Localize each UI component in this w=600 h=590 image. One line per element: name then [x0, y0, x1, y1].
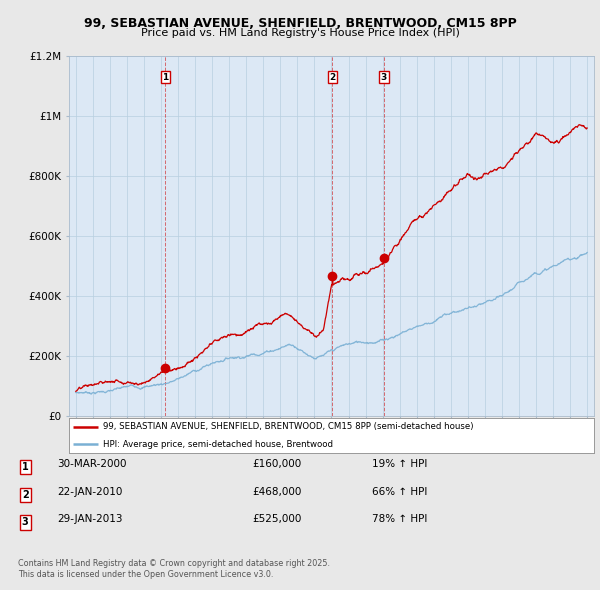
- Text: £468,000: £468,000: [252, 487, 301, 497]
- Text: 19% ↑ HPI: 19% ↑ HPI: [372, 459, 427, 469]
- Text: 66% ↑ HPI: 66% ↑ HPI: [372, 487, 427, 497]
- Text: 2: 2: [22, 490, 29, 500]
- Text: £525,000: £525,000: [252, 514, 301, 525]
- Text: 3: 3: [22, 517, 29, 527]
- Text: 2: 2: [329, 73, 335, 81]
- Text: Price paid vs. HM Land Registry's House Price Index (HPI): Price paid vs. HM Land Registry's House …: [140, 28, 460, 38]
- Text: £160,000: £160,000: [252, 459, 301, 469]
- Text: 29-JAN-2013: 29-JAN-2013: [57, 514, 122, 525]
- Text: 1: 1: [22, 462, 29, 472]
- Text: 99, SEBASTIAN AVENUE, SHENFIELD, BRENTWOOD, CM15 8PP (semi-detached house): 99, SEBASTIAN AVENUE, SHENFIELD, BRENTWO…: [103, 422, 473, 431]
- Text: HPI: Average price, semi-detached house, Brentwood: HPI: Average price, semi-detached house,…: [103, 440, 333, 449]
- Text: 99, SEBASTIAN AVENUE, SHENFIELD, BRENTWOOD, CM15 8PP: 99, SEBASTIAN AVENUE, SHENFIELD, BRENTWO…: [83, 17, 517, 30]
- Text: 30-MAR-2000: 30-MAR-2000: [57, 459, 127, 469]
- Text: 1: 1: [162, 73, 169, 81]
- Text: 3: 3: [381, 73, 387, 81]
- Text: Contains HM Land Registry data © Crown copyright and database right 2025.
This d: Contains HM Land Registry data © Crown c…: [18, 559, 330, 579]
- Text: 22-JAN-2010: 22-JAN-2010: [57, 487, 122, 497]
- Text: 78% ↑ HPI: 78% ↑ HPI: [372, 514, 427, 525]
